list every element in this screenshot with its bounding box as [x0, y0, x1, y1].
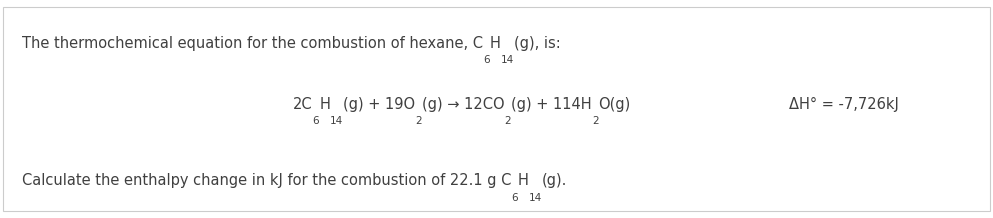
Text: H: H [319, 97, 330, 112]
Text: 14: 14 [500, 55, 513, 65]
Text: Calculate the enthalpy change in kJ for the combustion of 22.1 g C: Calculate the enthalpy change in kJ for … [22, 173, 511, 188]
Text: H: H [490, 36, 500, 51]
Text: 6: 6 [483, 55, 490, 65]
Text: (g) → 12CO: (g) → 12CO [422, 97, 504, 112]
Text: H: H [517, 173, 528, 188]
Text: 2C: 2C [293, 97, 313, 112]
Text: 2: 2 [592, 116, 599, 126]
Text: (g).: (g). [542, 173, 567, 188]
Text: ΔH° = -7,726kJ: ΔH° = -7,726kJ [789, 97, 900, 112]
Text: 6: 6 [511, 192, 517, 203]
Text: O(g): O(g) [599, 97, 631, 112]
Text: 2: 2 [504, 116, 511, 126]
Text: 14: 14 [528, 192, 542, 203]
Text: (g) + 114H: (g) + 114H [511, 97, 592, 112]
Text: 2: 2 [415, 116, 422, 126]
Text: (g) + 19O: (g) + 19O [344, 97, 415, 112]
Text: 14: 14 [330, 116, 344, 126]
Text: The thermochemical equation for the combustion of hexane, C: The thermochemical equation for the comb… [22, 36, 483, 51]
Text: (g), is:: (g), is: [513, 36, 560, 51]
Text: 6: 6 [313, 116, 319, 126]
